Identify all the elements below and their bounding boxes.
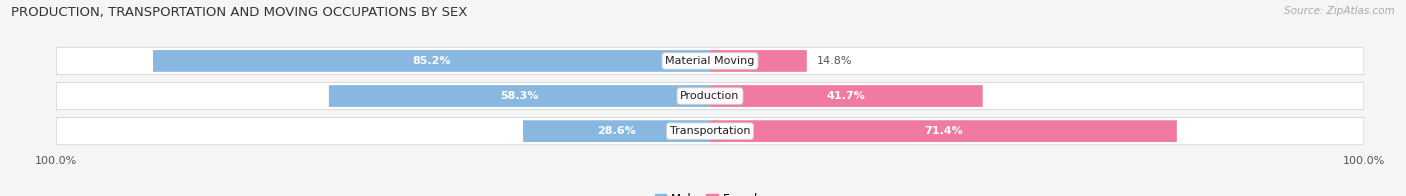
FancyBboxPatch shape <box>710 120 1177 142</box>
Text: PRODUCTION, TRANSPORTATION AND MOVING OCCUPATIONS BY SEX: PRODUCTION, TRANSPORTATION AND MOVING OC… <box>11 6 468 19</box>
Text: 41.7%: 41.7% <box>827 91 866 101</box>
Text: 14.8%: 14.8% <box>817 56 852 66</box>
FancyBboxPatch shape <box>710 85 983 107</box>
FancyBboxPatch shape <box>153 50 710 72</box>
Text: 85.2%: 85.2% <box>412 56 451 66</box>
FancyBboxPatch shape <box>710 50 807 72</box>
FancyBboxPatch shape <box>56 47 1364 75</box>
Text: Material Moving: Material Moving <box>665 56 755 66</box>
Text: 71.4%: 71.4% <box>924 126 963 136</box>
Text: 58.3%: 58.3% <box>501 91 538 101</box>
Text: Production: Production <box>681 91 740 101</box>
Text: 28.6%: 28.6% <box>598 126 636 136</box>
Text: Source: ZipAtlas.com: Source: ZipAtlas.com <box>1284 6 1395 16</box>
FancyBboxPatch shape <box>56 117 1364 145</box>
FancyBboxPatch shape <box>523 120 710 142</box>
Legend: Male, Female: Male, Female <box>655 193 765 196</box>
FancyBboxPatch shape <box>56 82 1364 110</box>
Text: Transportation: Transportation <box>669 126 751 136</box>
FancyBboxPatch shape <box>329 85 710 107</box>
